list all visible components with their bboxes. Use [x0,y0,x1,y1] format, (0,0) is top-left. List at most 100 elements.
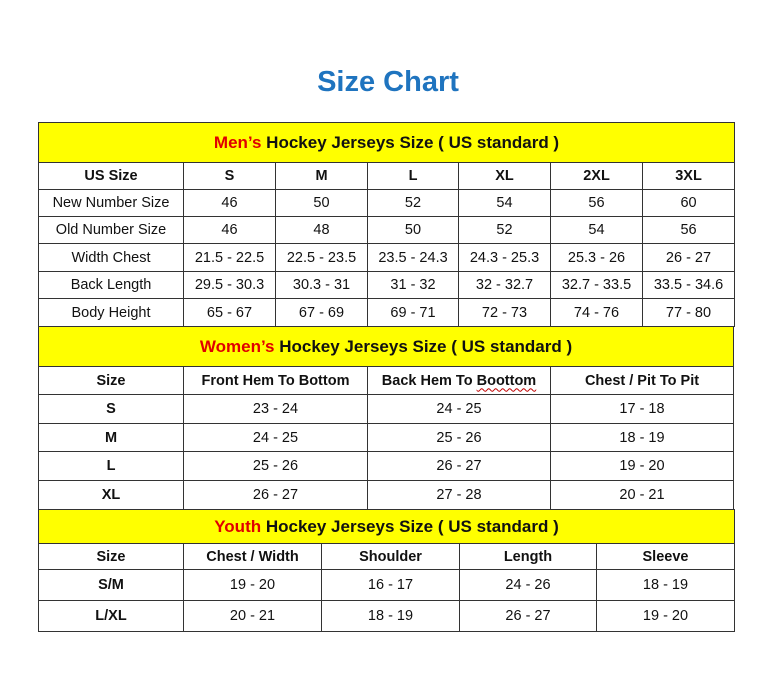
heading-text: Hockey Jerseys Size ( US standard ) [274,336,573,356]
table-cell: 52 [367,189,459,217]
table-cell: 19 - 20 [596,600,735,632]
header-cell: 3XL [641,162,736,190]
table-cell: 26 - 27 [641,243,736,272]
header-cell: Chest / Width [183,543,322,570]
table-cell: 31 - 32 [367,271,459,299]
page-title: Size Chart [317,66,459,98]
table-header-row: Size Chest / Width Shoulder Length Sleeve [38,543,735,570]
heading-text: Hockey Jerseys Size ( US standard ) [261,132,560,152]
youth-size-table: Youth Hockey Jerseys Size ( US standard … [38,509,735,632]
table-row: S/M 19 - 20 16 - 17 24 - 26 18 - 19 [38,569,735,601]
women-size-section: Women’s Hockey Jerseys Size ( US standar… [37,326,735,510]
header-cell: Front Hem To Bottom [183,366,368,395]
row-label: S [38,394,184,424]
header-cell: Chest / Pit To Pit [549,366,735,395]
misspelled-word: Boottom [476,372,537,389]
table-cell: 20 - 21 [549,480,735,510]
table-cell: 32 - 32.7 [458,271,551,299]
men-section-heading: Men’s Hockey Jerseys Size ( US standard … [37,122,736,163]
header-cell: Sleeve [596,543,735,570]
table-cell: 17 - 18 [549,394,735,424]
table-cell: 24 - 25 [367,394,551,424]
men-size-section: Men’s Hockey Jerseys Size ( US standard … [37,122,736,327]
header-cell: Length [459,543,597,570]
table-cell: 56 [550,189,643,217]
table-cell: 23.5 - 24.3 [367,243,459,272]
youth-heading-label: Youth [214,516,262,536]
table-cell: 21.5 - 22.5 [183,243,276,272]
youth-section-heading: Youth Hockey Jerseys Size ( US standard … [38,509,735,544]
table-cell: 18 - 19 [549,423,735,452]
row-label: Width Chest [38,243,184,272]
table-header-row: Size Front Hem To Bottom Back Hem To Boott… [38,366,735,395]
table-cell: 25.3 - 26 [550,243,643,272]
men-size-table: Men’s Hockey Jerseys Size ( US standard … [37,122,736,327]
table-cell: 24 - 25 [183,423,368,452]
table-cell: 50 [275,189,368,217]
table-cell: 54 [458,189,551,217]
header-cell: Back Hem To Boottom [367,366,551,395]
table-row: M 24 - 25 25 - 26 18 - 19 [38,423,735,452]
header-cell: 2XL [550,162,643,190]
header-cell: L [367,162,459,190]
table-row: Width Chest 21.5 - 22.5 22.5 - 23.5 23.5 - … [38,243,736,272]
table-row: L/XL 20 - 21 18 - 19 26 - 27 19 - 20 [38,600,735,632]
men-heading-label: Men’s [213,132,262,152]
table-cell: 19 - 20 [183,569,322,601]
table-cell: 20 - 21 [183,600,322,632]
table-cell: 26 - 27 [183,480,368,510]
column-header: US Size [84,168,138,184]
column-header: Chest / Pit To Pit [584,372,700,389]
row-label: L/XL [38,600,184,632]
table-cell: 19 - 20 [549,451,735,481]
table-cell: 48 [275,216,368,244]
table-cell: 54 [550,216,643,244]
row-label: XL [38,480,184,510]
table-row: Back Length 29.5 - 30.3 30.3 - 31 31 - 32 32… [38,271,736,299]
table-row: L 25 - 26 26 - 27 19 - 20 [38,451,735,481]
row-label: Body Height [38,298,184,327]
women-section-heading: Women’s Hockey Jerseys Size ( US standar… [37,326,735,367]
table-cell: 74 - 76 [550,298,643,327]
header-cell: XL [458,162,551,190]
row-label: M [38,423,184,452]
table-cell: 77 - 80 [641,298,736,327]
column-header: Chest / Width [206,548,299,565]
table-cell: 18 - 19 [596,569,735,601]
table-row: Old Number Size 46 48 50 52 54 56 [38,216,736,244]
table-cell: 24.3 - 25.3 [458,243,551,272]
table-cell: 32.7 - 33.5 [550,271,643,299]
column-header: 3XL [675,168,702,184]
header-cell: US Size [38,162,184,190]
table-cell: 30.3 - 31 [275,271,368,299]
row-label: Back Length [38,271,184,299]
table-cell: 27 - 28 [367,480,551,510]
table-cell: 72 - 73 [458,298,551,327]
women-size-table: Women’s Hockey Jerseys Size ( US standar… [37,326,735,510]
row-label: New Number Size [38,189,184,217]
column-header: M [315,168,328,184]
table-cell: 18 - 19 [321,600,460,632]
header-cell: Size [38,366,184,395]
heading-text: Hockey Jerseys Size ( US standard ) [261,516,559,536]
table-cell: 24 - 26 [459,569,597,601]
column-header: Back Hem To Boottom [381,372,537,389]
header-cell: S [183,162,276,190]
header-cell: Shoulder [321,543,460,570]
table-cell: 65 - 67 [183,298,276,327]
column-header: Size [96,548,126,565]
column-header: Sleeve [642,548,689,565]
table-cell: 26 - 27 [459,600,597,632]
table-row: New Number Size 46 50 52 54 56 60 [38,189,736,217]
table-cell: 60 [641,189,736,217]
youth-size-section: Youth Hockey Jerseys Size ( US standard … [38,509,735,632]
table-cell: 50 [367,216,459,244]
table-row: S 23 - 24 24 - 25 17 - 18 [38,394,735,424]
table-cell: 56 [641,216,736,244]
table-cell: 25 - 26 [367,423,551,452]
column-header: 2XL [583,168,610,184]
column-header: Shoulder [359,548,422,565]
table-cell: 26 - 27 [367,451,551,481]
column-header: XL [495,168,514,184]
row-label: L [38,451,184,481]
